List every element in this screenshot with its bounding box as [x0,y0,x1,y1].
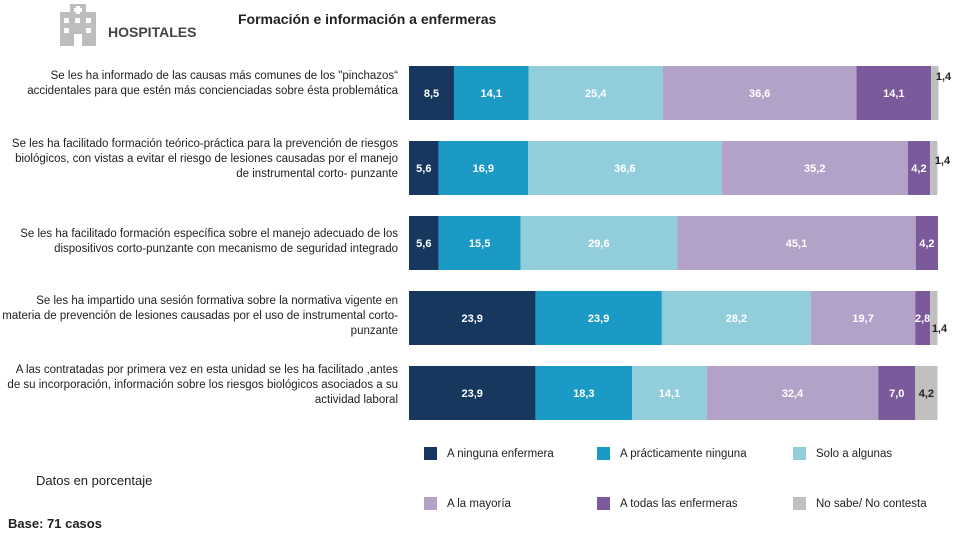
data-label: 2,8 [915,313,930,325]
legend-swatch [597,447,610,460]
bar-segment [811,291,916,345]
legend-label: No sabe/ No contesta [816,497,927,510]
data-label: 23,9 [462,388,483,400]
legend-item: Solo a algunas [793,447,892,460]
bar-segment [930,291,938,345]
bar-segment [520,216,678,270]
data-label: 18,3 [573,388,594,400]
data-label: 23,9 [588,313,609,325]
bar-segment [706,366,879,420]
hospital-icon [60,4,96,46]
units-note: Datos en porcentaje [36,473,153,488]
category-label: A las contratadas por primera vez en est… [7,364,398,406]
legend-label: A la mayoría [447,497,511,510]
data-label: 36,6 [749,88,770,100]
legend-swatch [793,497,806,510]
bar-segment [409,66,454,120]
legend-item: No sabe/ No contesta [793,497,927,510]
legend-swatch [597,497,610,510]
legend-label: A todas las enfermeras [620,497,738,510]
data-label: 16,9 [473,163,494,175]
bar-segment [878,366,916,420]
data-label: 14,1 [883,88,904,100]
bar-segment [915,291,931,345]
legend-swatch [793,447,806,460]
legend-label: A prácticamente ninguna [620,447,747,460]
bar-segment [661,291,812,345]
category-label: Se les ha facilitado formación teórico-p… [11,138,398,180]
stacked-bar-chart: 8,5 14,1 25,4 36,6 14,1 1,4 5,6 16,9 36,6 35,2 4,2… [409,66,952,420]
data-label: 14,1 [481,88,502,100]
bar-segment [677,216,916,270]
bar-segment [438,216,521,270]
data-label: 15,5 [469,238,490,250]
data-label: 32,4 [782,388,804,400]
data-label: 23,9 [462,313,483,325]
bar-segment [915,366,938,420]
data-label: 19,7 [852,313,873,325]
bar-segment [907,141,931,195]
bar-segment [930,141,938,195]
bar-segment [856,66,932,120]
data-label: 8,5 [424,88,439,100]
bar-segment [528,66,663,120]
data-label: 7,0 [889,388,904,400]
data-label: 36,6 [614,163,635,175]
data-label: 1,4 [932,323,948,335]
legend-item: A la mayoría [424,497,511,510]
data-label: 28,2 [726,313,747,325]
data-label: 1,4 [935,155,951,167]
base-note: Base: 71 casos [8,516,102,531]
bar-segment [931,66,939,120]
data-label: 4,2 [919,238,934,250]
data-label: 5,6 [416,163,431,175]
data-label: 29,6 [588,238,609,250]
legend-item: A todas las enfermeras [597,497,738,510]
legend-swatch [424,497,437,510]
bar-segment [409,291,536,345]
bar-segment [535,366,633,420]
bar-segment [409,141,439,195]
data-label: 4,2 [911,163,926,175]
data-label: 5,6 [416,238,431,250]
chart-title: Formación e información a enfermeras [238,11,497,27]
legend-item: A ninguna enfermera [424,447,554,460]
data-label: 35,2 [804,163,825,175]
category-label: Se les ha facilitado formación específic… [20,228,398,255]
bar-segment [662,66,857,120]
bar-segment [721,141,908,195]
data-label: 14,1 [659,388,680,400]
bar-segment [438,141,529,195]
data-label: 25,4 [585,88,607,100]
section-label: HOSPITALES [108,24,197,40]
legend-label: Solo a algunas [816,447,893,460]
bar-segment [632,366,707,420]
legend-label: A ninguna enfermera [447,447,554,460]
bar-segment [528,141,722,195]
data-label: 1,4 [936,71,952,83]
category-label: Se les ha informado de las causas más co… [27,70,398,97]
bar-segment [535,291,662,345]
bar-segment [453,66,529,120]
data-label: 4,2 [919,388,934,400]
bar-segment [915,216,938,270]
legend-item: A prácticamente ninguna [597,447,747,460]
data-label: 45,1 [786,238,807,250]
category-label: Se les ha impartido una sesión formativa… [2,295,398,337]
legend-swatch [424,447,437,460]
bar-segment [409,216,439,270]
bar-segment [409,366,536,420]
